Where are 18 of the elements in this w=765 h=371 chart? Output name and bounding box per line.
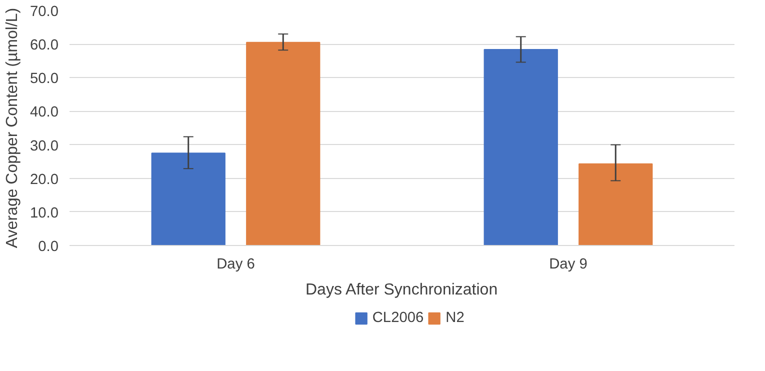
y-tick-label: 50.0 [30,71,59,88]
y-tick-label: 70.0 [30,4,59,20]
bar [578,163,653,246]
bar [484,48,558,246]
y-tick-label: 0.0 [38,239,58,255]
x-axis-title: Days After Synchronization [306,282,498,298]
y-axis-title: Average Copper Content (µmol/L) [4,8,21,248]
x-tick-label: Day 9 [549,256,588,272]
x-tick-label: Day 6 [216,256,255,272]
bar [246,42,320,246]
y-tick-label: 40.0 [30,104,59,121]
legend-label: CL2006 [372,310,424,326]
y-tick-label: 10.0 [30,205,59,222]
legend-label: N2 [446,310,466,326]
y-tick-label: 30.0 [30,138,59,154]
y-tick-label: 60.0 [30,38,59,54]
bar [151,152,226,246]
y-tick-label: 20.0 [30,172,59,188]
